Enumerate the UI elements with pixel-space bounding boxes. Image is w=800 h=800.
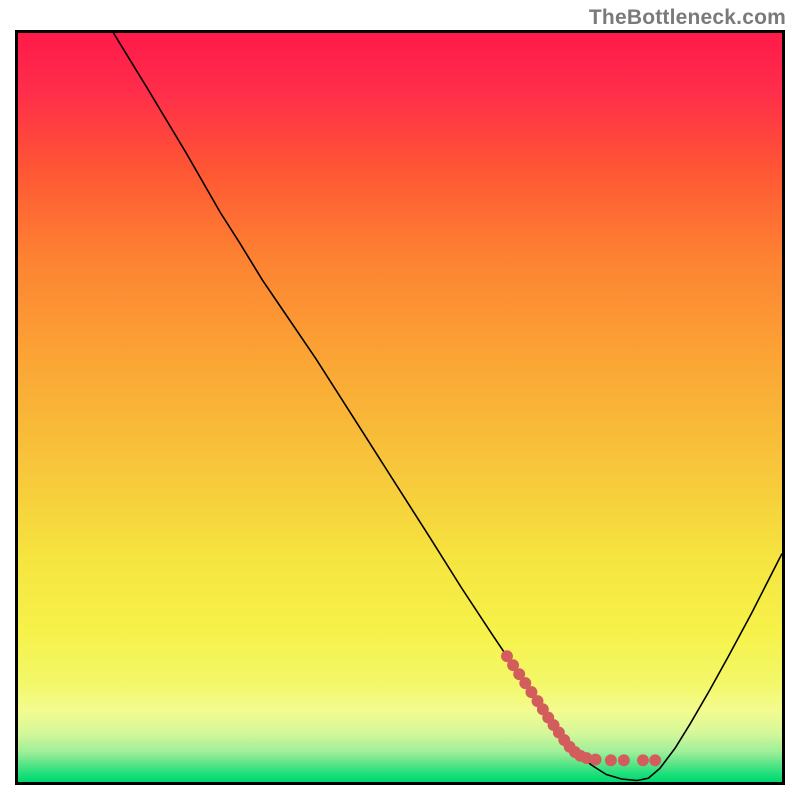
gradient-background bbox=[18, 33, 782, 782]
highlight-dot bbox=[590, 754, 602, 766]
highlight-dot bbox=[618, 754, 630, 766]
highlight-dot bbox=[649, 754, 661, 766]
plot-svg bbox=[18, 33, 782, 782]
source-watermark: TheBottleneck.com bbox=[589, 6, 786, 30]
chart-container: TheBottleneck.com bbox=[0, 0, 800, 800]
plot-frame bbox=[15, 30, 785, 785]
highlight-dot bbox=[605, 754, 617, 766]
highlight-dot bbox=[637, 754, 649, 766]
